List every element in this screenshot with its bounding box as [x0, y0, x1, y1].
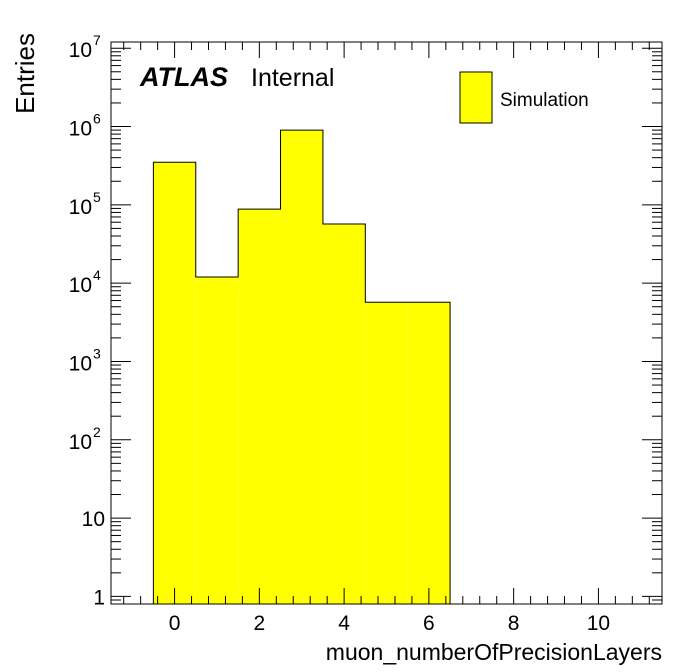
- y-tick-label: 10: [69, 118, 92, 141]
- y-tick-exponent: 6: [93, 111, 101, 127]
- histogram-bar: [407, 302, 451, 604]
- x-tick-label: 0: [169, 612, 181, 635]
- legend-swatch: [459, 71, 493, 124]
- legend: Simulation: [459, 71, 589, 124]
- x-tick-label: 10: [587, 612, 610, 635]
- y-tick-label: 10: [69, 352, 92, 375]
- y-tick-label: 10: [69, 39, 92, 62]
- y-tick-exponent: 2: [93, 424, 101, 440]
- axis-ticks: [111, 42, 662, 605]
- y-tick-exponent: 4: [93, 267, 101, 283]
- histogram-bar: [280, 130, 323, 604]
- y-tick-label: 10: [82, 508, 105, 531]
- histogram-bar: [153, 162, 196, 604]
- histogram-bar: [195, 276, 239, 604]
- y-tick-label: 10: [69, 196, 92, 219]
- y-tick-label: 1: [93, 586, 105, 609]
- y-tick-exponent: 7: [93, 32, 101, 48]
- histogram-bar: [238, 209, 281, 604]
- x-tick-label: 6: [423, 612, 435, 635]
- histogram-outline: [152, 129, 451, 604]
- legend-label: Simulation: [500, 90, 589, 111]
- y-tick-label: 10: [69, 274, 92, 297]
- x-tick-label: 2: [254, 612, 266, 635]
- y-tick-exponent: 3: [93, 345, 101, 361]
- histogram-bar: [322, 223, 366, 604]
- y-tick-exponent: 5: [93, 189, 101, 205]
- x-axis-title: muon_numberOfPrecisionLayers: [326, 639, 662, 665]
- y-tick-label: 10: [69, 431, 92, 454]
- internal-label: Internal: [251, 64, 334, 92]
- histogram-bar: [365, 302, 408, 604]
- atlas-label: ATLAS: [139, 62, 228, 92]
- x-tick-label: 4: [338, 612, 350, 635]
- histogram-bars: [152, 129, 451, 604]
- x-tick-label: 8: [508, 612, 520, 635]
- plot-frame: [110, 41, 663, 605]
- y-axis-title: Entries: [10, 33, 40, 114]
